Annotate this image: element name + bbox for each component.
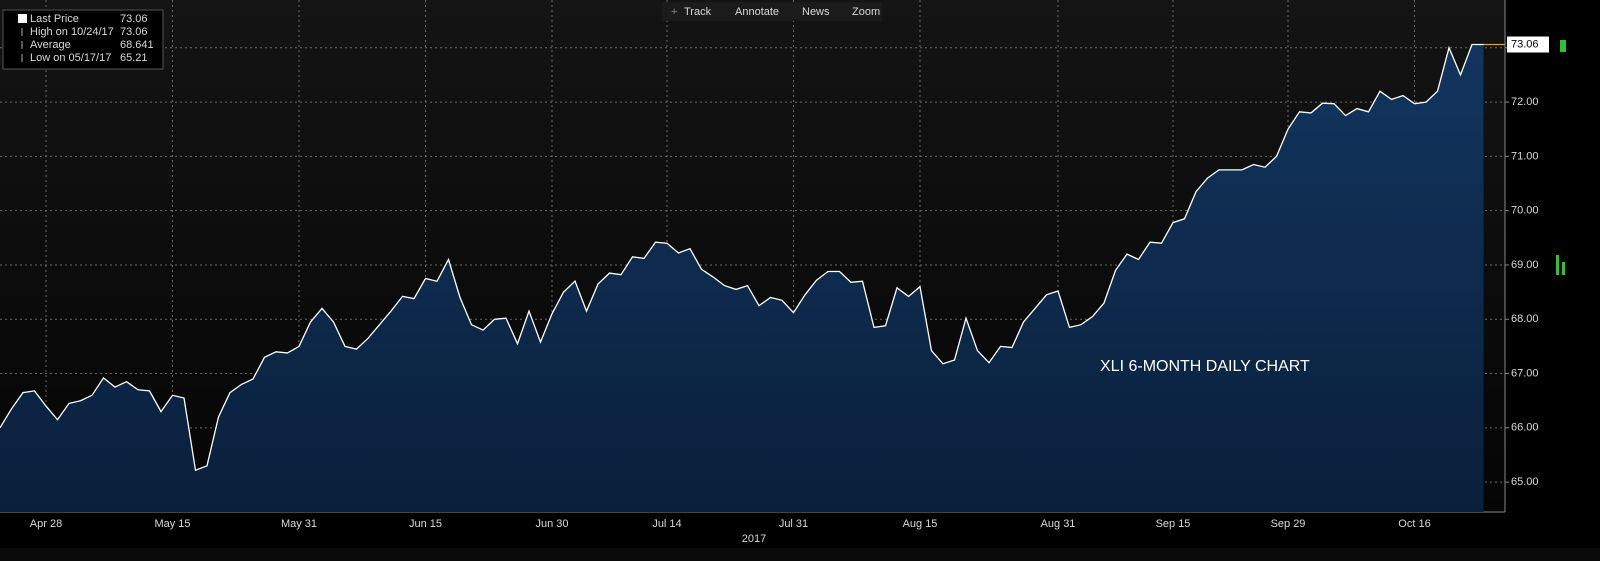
- axis-background: [1505, 0, 1600, 561]
- x-tick-label: Jun 15: [409, 518, 442, 530]
- plot: [0, 0, 1505, 512]
- x-tick-label: May 31: [281, 518, 317, 530]
- x-tick-label: Aug 31: [1041, 518, 1076, 530]
- y-tick-label: 68.00: [1511, 313, 1539, 325]
- x-tick-label: Aug 15: [903, 518, 938, 530]
- x-tick-label: Sep 29: [1271, 518, 1306, 530]
- legend-value: 73.06: [120, 26, 148, 38]
- y-tick-label: 71.00: [1511, 150, 1539, 162]
- legend-label: High on 10/24/17: [30, 26, 114, 38]
- y-tick-label: 65.00: [1511, 476, 1539, 488]
- y-tick-label: 72.00: [1511, 96, 1539, 108]
- area: [0, 44, 1484, 512]
- toolbar-button[interactable]: Track: [684, 6, 712, 18]
- toolbar: [662, 2, 882, 21]
- last-price-tag: [1507, 36, 1549, 53]
- legend-label: Low on 05/17/17: [30, 52, 111, 64]
- toolbar-icon: +: [671, 6, 677, 18]
- legend-label: Average: [30, 39, 71, 51]
- legend-box: [2, 9, 164, 70]
- toolbar-button[interactable]: Zoom: [852, 6, 880, 18]
- y-tick-label: 66.00: [1511, 422, 1539, 434]
- x-tick-label: Oct 16: [1398, 518, 1430, 530]
- annotation: XLI 6-MONTH DAILY CHART: [1100, 358, 1310, 375]
- toolbar-button[interactable]: Annotate: [735, 6, 779, 18]
- x-tick-label: Jul 31: [779, 518, 808, 530]
- last-price-label: 73.06: [1511, 38, 1539, 50]
- x-tick-label: Sep 15: [1156, 518, 1191, 530]
- indicator: [1556, 255, 1559, 275]
- legend-value: 68.641: [120, 39, 154, 51]
- x-axis-label: 2017: [742, 533, 766, 545]
- y-tick-label: 69.00: [1511, 259, 1539, 271]
- x-tick-label: May 15: [154, 518, 190, 530]
- legend-value: 73.06: [120, 13, 148, 25]
- x-tick-label: Jul 14: [652, 518, 681, 530]
- indicator: [1562, 262, 1565, 275]
- legend-label: Last Price: [30, 13, 79, 25]
- legend-swatch: [18, 14, 27, 23]
- y-tick-label: 70.00: [1511, 205, 1539, 217]
- indicator: [1560, 40, 1566, 52]
- legend-value: 65.21: [120, 52, 148, 64]
- y-tick-label: 67.00: [1511, 367, 1539, 379]
- toolbar-button[interactable]: News: [802, 6, 830, 18]
- ticker-strip: [0, 548, 1600, 561]
- x-tick-label: Jun 30: [535, 518, 568, 530]
- x-tick-label: Apr 28: [30, 518, 62, 530]
- line: [0, 43, 1484, 472]
